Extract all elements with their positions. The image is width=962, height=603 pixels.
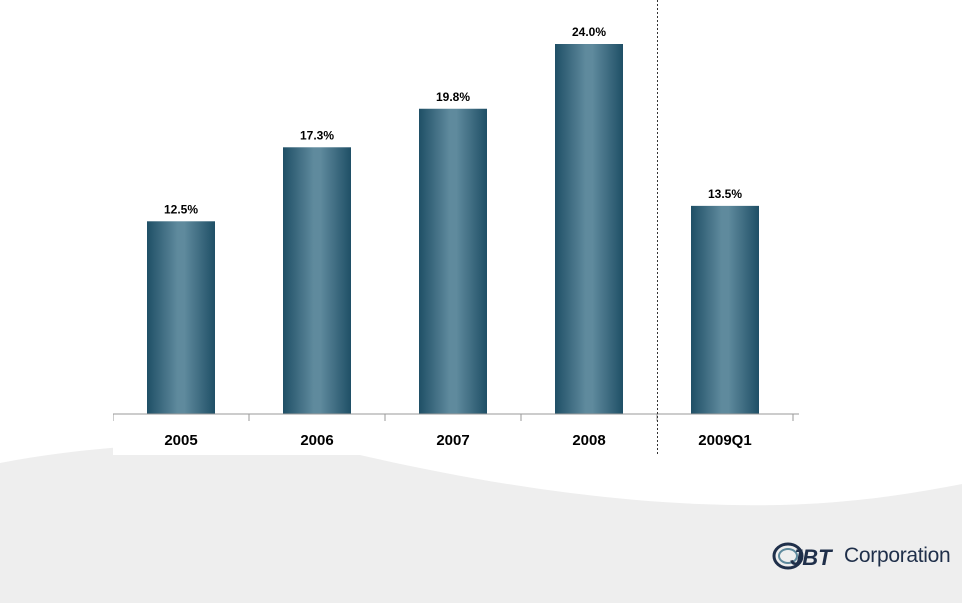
category-label-2009Q1: 2009Q1 — [698, 432, 751, 449]
logo-wordmark: Corporation — [844, 544, 951, 567]
category-label-2007: 2007 — [436, 432, 469, 449]
bar-chart: 12.5% 2005 17.3% 2006 19.8% 2007 24.0% 2008 13.5… — [113, 0, 799, 455]
chart-panel: 12.5% 2005 17.3% 2006 19.8% 2007 24.0% 2008 13.5… — [113, 0, 799, 455]
bar-2007 — [419, 108, 487, 414]
jbt-logo-mark: JBT — [772, 542, 833, 570]
category-label-2006: 2006 — [300, 432, 333, 449]
bar-2006 — [283, 147, 351, 414]
value-label-2005: 12.5% — [164, 202, 198, 216]
value-label-2007: 19.8% — [436, 90, 470, 104]
category-label-2005: 2005 — [164, 432, 197, 449]
bar-2009Q1 — [691, 205, 759, 414]
value-label-2009Q1: 13.5% — [708, 187, 742, 201]
category-label-2008: 2008 — [572, 432, 605, 449]
value-label-2008: 24.0% — [572, 25, 606, 39]
jbt-logo: JBT Corporation — [768, 535, 951, 579]
value-label-2006: 17.3% — [300, 128, 334, 142]
bar-2008 — [555, 44, 623, 414]
bar-2005 — [147, 221, 215, 414]
jbt-logo-mark-text: JBT — [790, 545, 833, 570]
